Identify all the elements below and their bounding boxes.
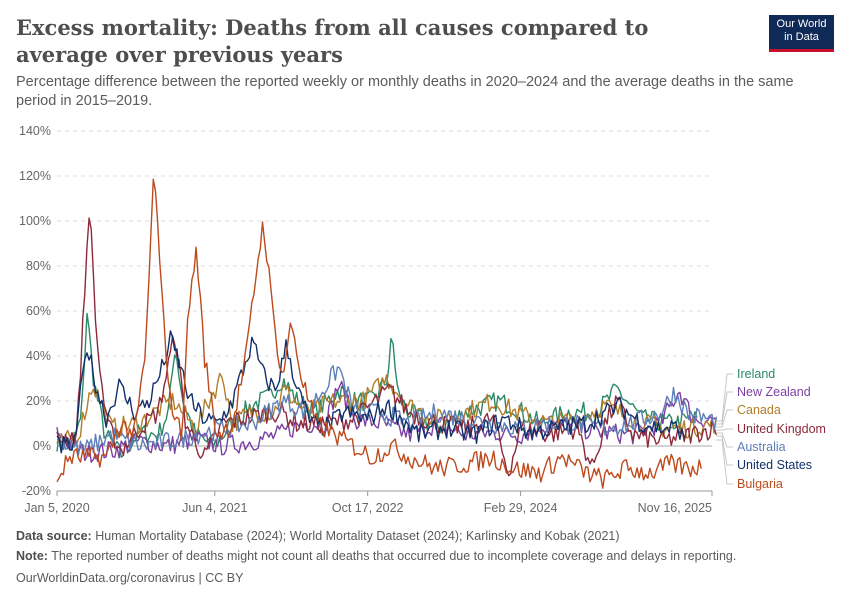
x-tick-label: Oct 17, 2022 <box>332 501 404 515</box>
x-tick-label: Jan 5, 2020 <box>24 501 89 515</box>
data-source-text: Human Mortality Database (2024); World M… <box>95 529 620 543</box>
series-layer <box>56 178 717 489</box>
series-line-australia[interactable] <box>56 365 717 456</box>
y-tick-label: 60% <box>26 304 51 318</box>
y-tick-label: 20% <box>26 394 51 408</box>
logo-line-1: Our World <box>776 18 827 30</box>
y-tick-label: 0% <box>33 439 51 453</box>
logo-line-2: in Data <box>784 30 819 43</box>
legend-label-australia[interactable]: Australia <box>737 440 786 454</box>
legend-connector <box>716 391 733 425</box>
legend-connector <box>716 373 733 422</box>
x-tick-label: Jun 4, 2021 <box>182 501 247 515</box>
y-tick-label: 40% <box>26 349 51 363</box>
axis-layer: -20% 0% 20% 40% 60% 80% 100% 120% 140% Jan 5, 202… <box>19 124 713 515</box>
owid-logo[interactable]: Our World in Data <box>769 15 834 52</box>
data-source-label: Data source: <box>16 529 92 543</box>
x-tick-label: Nov 16, 2025 <box>638 501 712 515</box>
chart-note: Note: The reported number of deaths migh… <box>16 549 736 563</box>
x-tick-label: Feb 29, 2024 <box>484 501 558 515</box>
page-title: Excess mortality: Deaths from all causes… <box>16 15 649 67</box>
legend: Ireland New Zealand Canada United Kingdom Au… <box>716 367 826 491</box>
legend-label-ireland[interactable]: Ireland <box>737 367 775 381</box>
y-tick-label: 120% <box>19 169 51 183</box>
legend-connector <box>716 409 733 428</box>
y-tick-label: 80% <box>26 259 51 273</box>
legend-connector <box>716 439 733 485</box>
legend-connector <box>716 428 733 431</box>
y-tick-label: 140% <box>19 124 51 138</box>
legend-label-canada[interactable]: Canada <box>737 403 781 417</box>
legend-label-united-kingdom[interactable]: United Kingdom <box>737 422 826 436</box>
legend-label-united-states[interactable]: United States <box>737 458 812 472</box>
y-tick-label: 100% <box>19 214 51 228</box>
line-chart: -20% 0% 20% 40% 60% 80% 100% 120% 140% Jan 5, 202… <box>19 124 826 515</box>
credit-link[interactable]: OurWorldinData.org/coronavirus | CC BY <box>16 571 244 585</box>
legend-label-bulgaria[interactable]: Bulgaria <box>737 477 783 491</box>
series-line-new-zealand[interactable] <box>56 380 717 463</box>
legend-connector <box>716 432 733 448</box>
y-tick-label: -20% <box>22 484 51 498</box>
chart-subtitle: Percentage difference between the report… <box>16 74 794 109</box>
series-line-united-states[interactable] <box>56 330 685 454</box>
series-line-bulgaria[interactable] <box>56 178 702 489</box>
data-source: Data source: Human Mortality Database (2… <box>16 529 620 543</box>
series-line-canada[interactable] <box>56 372 717 446</box>
legend-connector <box>716 435 733 466</box>
legend-label-new-zealand[interactable]: New Zealand <box>737 385 811 399</box>
note-text: The reported number of deaths might not … <box>51 549 737 563</box>
note-label: Note: <box>16 549 48 563</box>
